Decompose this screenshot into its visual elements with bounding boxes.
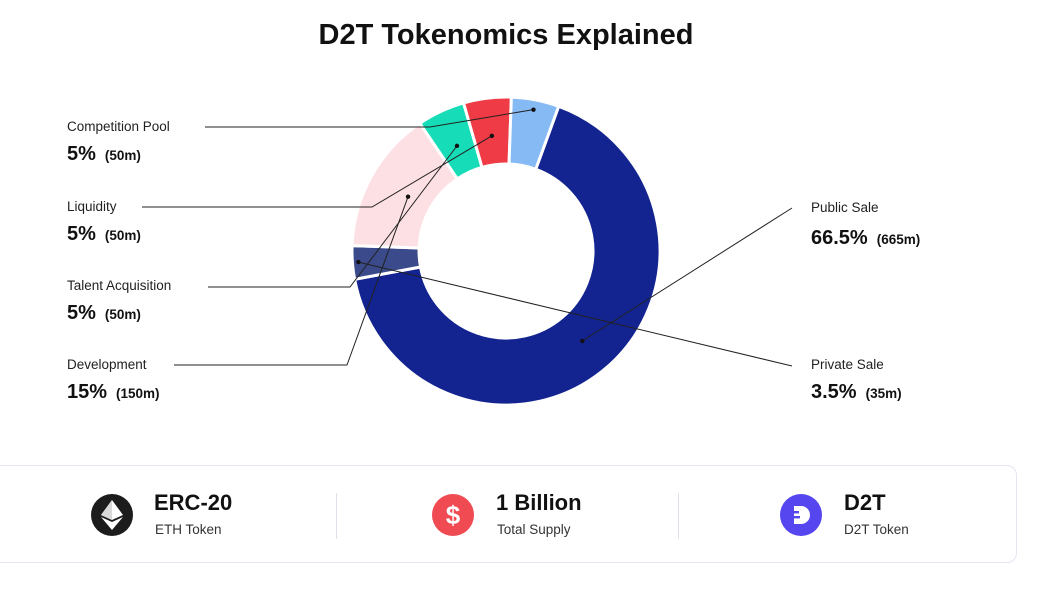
slice-label-name: Private Sale — [811, 357, 884, 372]
donut-slices — [350, 95, 662, 407]
leader-line-competition-pool — [205, 109, 534, 128]
stat-title: ERC-20 — [154, 490, 233, 515]
slice-label-name: Public Sale — [811, 200, 879, 215]
tokenomics-chart: D2T Tokenomics Explained Public Sale 66.5… — [67, 19, 920, 407]
slice-label-name: Liquidity — [67, 199, 117, 214]
stat-subtitle: ETH Token — [155, 522, 222, 537]
stat-subtitle: Total Supply — [497, 522, 571, 537]
dollar-icon: $ — [432, 494, 474, 536]
stat-title: D2T — [844, 490, 886, 515]
ethereum-icon — [91, 494, 133, 536]
slice-label-percent: 66.5% — [811, 227, 868, 249]
leader-lines — [142, 107, 793, 367]
stat-title: 1 Billion — [496, 490, 582, 515]
slice-label-amount: (50m) — [105, 307, 141, 322]
slice-label-amount: (35m) — [866, 386, 902, 401]
token-stats-card: ERC-20 ETH Token $ 1 Billion Total Suppl… — [0, 465, 1017, 563]
slice-competition-pool — [507, 95, 561, 172]
stat-divider — [678, 493, 679, 539]
leader-dot-talent-acquisition — [454, 143, 460, 149]
leader-line-liquidity — [142, 135, 493, 208]
leader-line-public-sale — [582, 207, 793, 342]
leader-line-development — [174, 196, 409, 366]
slice-label-percent: 5% — [67, 223, 96, 245]
leader-line-talent-acquisition — [208, 145, 458, 288]
stat-subtitle: D2T Token — [844, 522, 909, 537]
chart-title: D2T Tokenomics Explained — [319, 19, 694, 51]
slice-label-amount: (150m) — [116, 386, 160, 401]
slice-label-percent: 3.5% — [811, 381, 857, 403]
slice-label-name: Talent Acquisition — [67, 278, 171, 293]
stat-divider — [336, 493, 337, 539]
slice-label-amount: (50m) — [105, 148, 141, 163]
slice-label-amount: (50m) — [105, 228, 141, 243]
slice-label-percent: 5% — [67, 302, 96, 324]
slice-public-sale — [352, 104, 662, 407]
leader-dot-competition-pool — [531, 107, 536, 112]
slice-label-amount: (665m) — [877, 232, 921, 247]
d2t-logo-icon — [780, 494, 822, 536]
slice-label-name: Development — [67, 357, 147, 372]
slice-label-percent: 15% — [67, 381, 107, 403]
leader-line-private-sale — [358, 261, 793, 367]
leader-dot-liquidity — [489, 133, 495, 139]
slice-label-percent: 5% — [67, 143, 96, 165]
slice-labels: Public Sale 66.5% (665m) Private Sale 3.5% (3… — [67, 119, 920, 403]
leader-dot-development — [405, 194, 411, 199]
leader-dot-public-sale — [580, 338, 585, 344]
leader-dot-private-sale — [356, 259, 361, 265]
slice-label-name: Competition Pool — [67, 119, 170, 134]
svg-text:$: $ — [446, 501, 461, 529]
